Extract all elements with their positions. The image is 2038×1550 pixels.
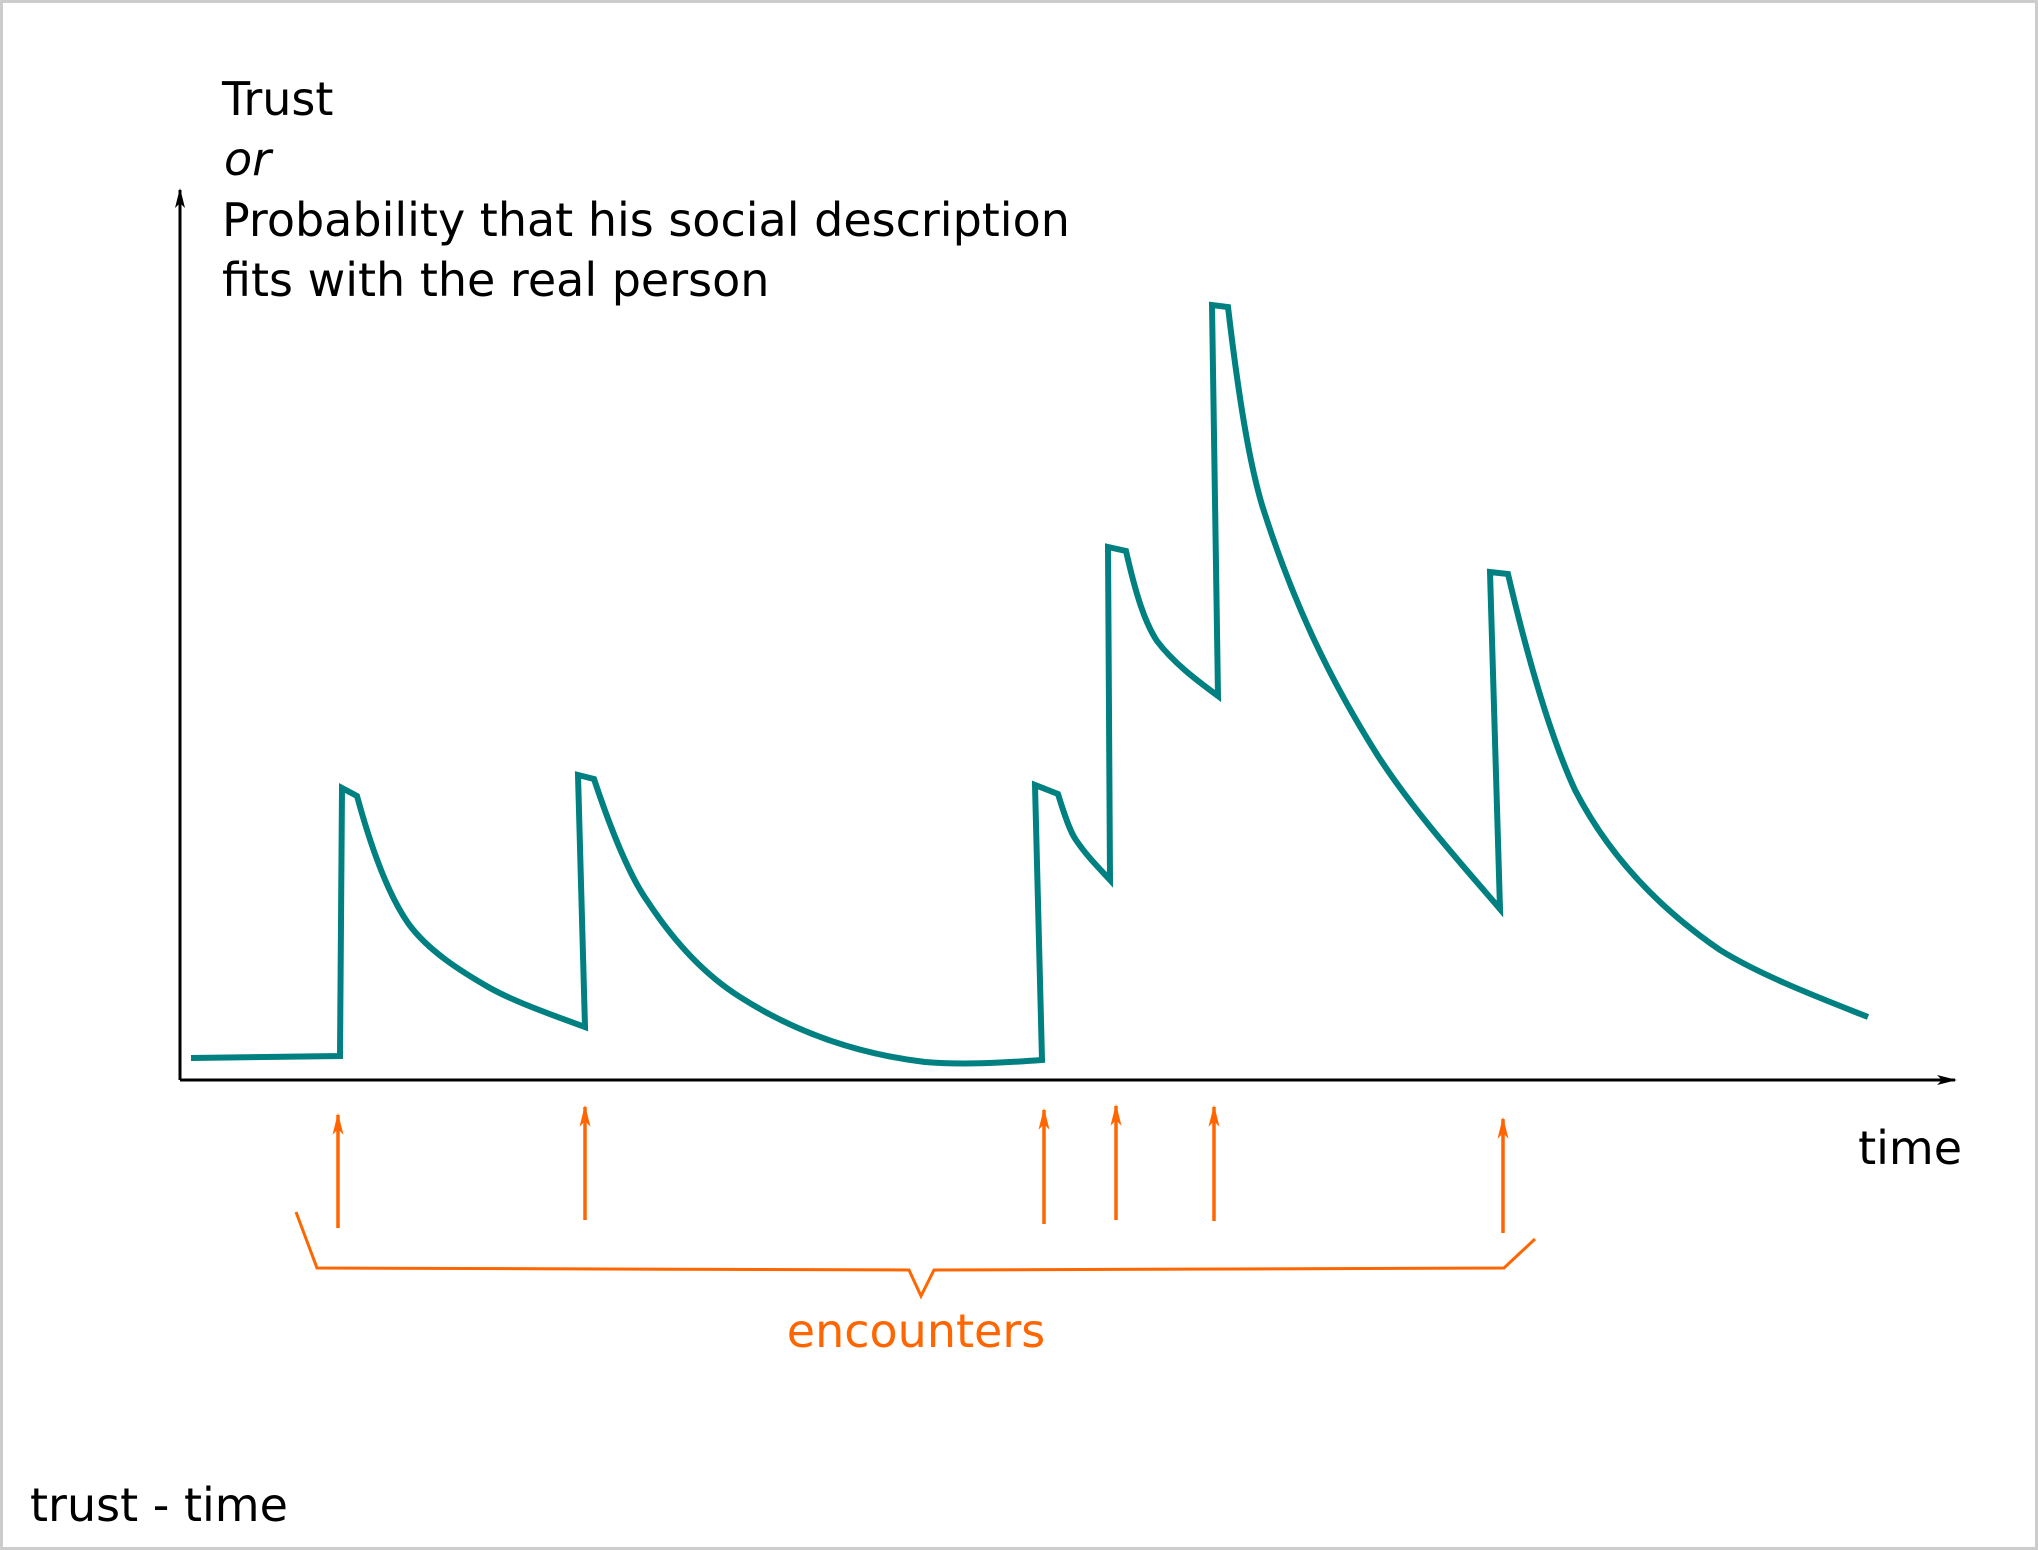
trust-curve — [190, 301, 1870, 1067]
y-axis-label-line3: Probability that his social description — [222, 193, 1070, 247]
x-axis-label: time — [1858, 1121, 1962, 1175]
encounters-label: encounters — [787, 1304, 1045, 1358]
encounters-brace — [294, 1211, 1537, 1300]
y-axis-label-line4: fits with the real person — [222, 253, 769, 307]
y-axis-label-line2: or — [224, 132, 274, 186]
diagram-caption: trust - time — [30, 1478, 288, 1532]
y-axis-label-line1: Trust — [221, 72, 333, 126]
